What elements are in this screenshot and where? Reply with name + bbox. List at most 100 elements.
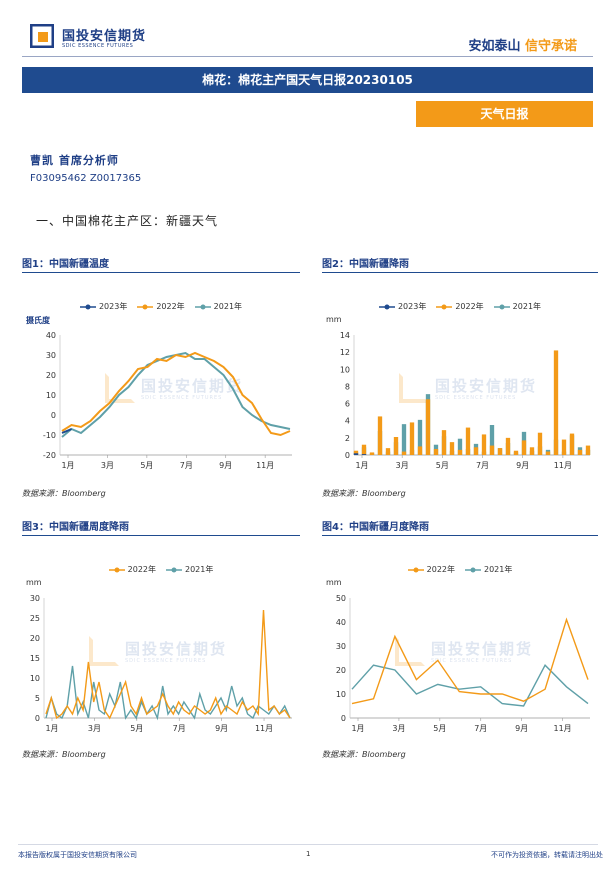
series-line xyxy=(351,617,589,705)
chart-legend: 2023年 2022年 2021年 xyxy=(322,301,598,312)
watermark-text-en: SDIC ESSENCE FUTURES xyxy=(141,395,223,401)
bar-mark xyxy=(553,350,559,455)
company-logo-icon xyxy=(30,24,54,48)
bar-mark xyxy=(585,445,591,455)
legend-item: 2022年 xyxy=(436,301,484,312)
y-tick-label: 4 xyxy=(345,417,350,426)
x-tick-label: 3月 xyxy=(88,724,101,733)
x-tick-label: 5月 xyxy=(140,461,153,470)
x-tick-label: 1月 xyxy=(61,461,74,470)
x-tick-label: 1月 xyxy=(45,724,58,733)
bar-mark xyxy=(449,442,455,455)
legend-label: 2022年 xyxy=(426,565,455,574)
bar-mark xyxy=(401,424,407,455)
x-tick-label: 3月 xyxy=(396,461,409,470)
bar-mark xyxy=(361,454,367,455)
x-tick-label: 7月 xyxy=(474,724,487,733)
bar-mark xyxy=(393,437,399,455)
watermark-text: 国投安信期货 xyxy=(125,640,228,658)
y-tick-label: 5 xyxy=(35,694,40,703)
watermark-text: 国投安信期货 xyxy=(435,377,538,395)
slogan: 安如泰山 信守承诺 xyxy=(468,35,577,54)
y-tick-label: 6 xyxy=(345,400,350,409)
y-tick-label: 10 xyxy=(340,365,350,374)
series-line xyxy=(45,665,291,721)
bar-mark xyxy=(481,434,487,455)
bar-mark xyxy=(401,451,407,455)
legend-label: 2021年 xyxy=(185,565,214,574)
y-tick-label: 10 xyxy=(30,674,40,683)
y-tick-label: 40 xyxy=(336,618,346,627)
x-tick-label: 1月 xyxy=(351,724,364,733)
legend-label: 2023年 xyxy=(98,302,128,311)
figure-panel-month: 图4：中国新疆月度降雨 2022年 2021年 mm 国投安信期货 SDIC ESSENC… xyxy=(322,518,598,768)
chart-temp: -20 -10 0 10 20 30 40 1月 3月 5月 7月 9月 11月 xyxy=(43,331,292,470)
legend-item: 2022年 xyxy=(108,564,156,575)
x-tick-label: 9月 xyxy=(515,724,528,733)
legend-label: 2021年 xyxy=(213,302,243,311)
legend-item: 2021年 xyxy=(194,301,243,312)
x-tick-label: 11月 xyxy=(554,724,572,733)
chart-legend: 2022年 2021年 xyxy=(22,564,300,575)
legend-label: 2021年 xyxy=(484,565,513,574)
figure-title: 图4：中国新疆月度降雨 xyxy=(322,522,429,533)
bar-mark xyxy=(505,437,511,455)
legend-swatch-icon xyxy=(465,567,481,572)
legend-swatch-icon xyxy=(378,304,395,309)
figure-title-underline xyxy=(322,535,598,536)
y-tick-label: 15 xyxy=(30,654,40,663)
legend-swatch-icon xyxy=(108,567,125,572)
bar-mark xyxy=(569,433,575,455)
bar-mark xyxy=(441,430,447,455)
y-tick-label: 40 xyxy=(46,331,56,340)
bar-mark xyxy=(353,450,359,455)
legend-item: 2021年 xyxy=(465,564,512,575)
x-tick-label: 5月 xyxy=(130,724,143,733)
series-line xyxy=(61,351,291,438)
y-axis-unit: mm xyxy=(326,315,342,324)
y-tick-label: 8 xyxy=(345,382,350,391)
bar-mark xyxy=(457,438,463,455)
bar-mark xyxy=(417,419,423,455)
x-tick-label: 1月 xyxy=(355,461,368,470)
y-tick-label: 12 xyxy=(340,348,350,357)
y-tick-label: 50 xyxy=(336,594,346,603)
watermark-logo-icon xyxy=(105,373,135,403)
figure-panel-temp: 图1：中国新疆温度 2023年 2022年 2021年 摄氏度 国投安信期货 SDIC ES… xyxy=(22,255,300,505)
bar-mark xyxy=(369,452,375,455)
bar-mark xyxy=(489,445,495,455)
legend-item: 2023年 xyxy=(79,301,128,312)
y-tick-label: 20 xyxy=(30,634,40,643)
bar-mark xyxy=(377,416,383,455)
x-tick-label: 7月 xyxy=(173,724,186,733)
x-tick-label: 9月 xyxy=(516,461,529,470)
bar-mark xyxy=(361,444,367,455)
section-heading: 一、中国棉花主产区：新疆天气 xyxy=(36,214,219,228)
watermark-logo-icon xyxy=(399,373,429,403)
y-tick-label: 30 xyxy=(30,594,40,603)
legend-swatch-icon xyxy=(137,304,154,309)
legend-label: 2023年 xyxy=(397,302,427,311)
page-number: 1 xyxy=(306,850,311,858)
y-tick-label: 0 xyxy=(51,411,56,420)
y-tick-label: 0 xyxy=(35,714,40,723)
footer-copyright: 本报告版权属于国投安信期货有限公司 xyxy=(18,851,137,859)
figure-panel-rain: 图2：中国新疆降雨 2023年 2022年 2021年 mm 国投安信期货 SDIC ESS… xyxy=(322,255,598,505)
y-tick-label: 30 xyxy=(336,642,346,651)
legend-item: 2021年 xyxy=(166,564,213,575)
y-tick-label: -20 xyxy=(43,451,56,460)
series-line xyxy=(45,609,291,720)
bar-mark xyxy=(561,439,567,455)
legend-swatch-icon xyxy=(436,304,453,309)
y-tick-label: -10 xyxy=(43,431,56,440)
analyst-ids: F03095462 Z0017365 xyxy=(30,173,142,184)
bar-mark xyxy=(409,422,415,455)
chart-legend: 2023年 2022年 2021年 xyxy=(22,301,300,312)
y-axis-unit: 摄氏度 xyxy=(26,316,50,325)
x-tick-label: 9月 xyxy=(215,724,228,733)
legend-item: 2022年 xyxy=(137,301,185,312)
header-divider xyxy=(22,56,593,57)
watermark-logo-icon xyxy=(89,636,119,666)
x-tick-label: 5月 xyxy=(436,461,449,470)
bar-mark xyxy=(577,449,583,455)
